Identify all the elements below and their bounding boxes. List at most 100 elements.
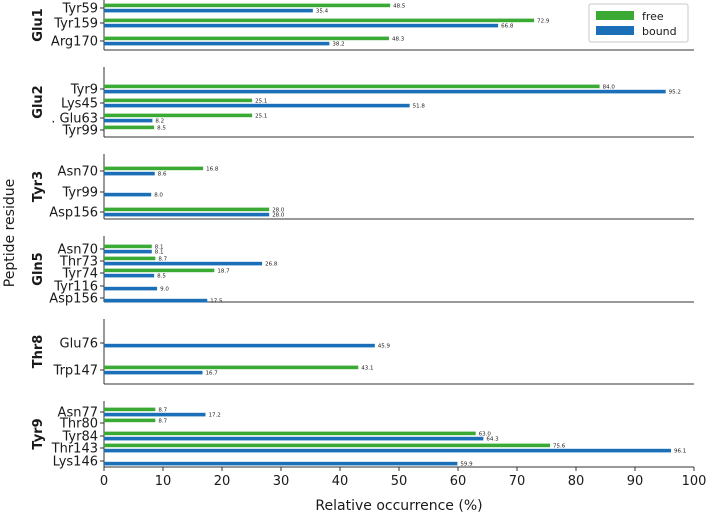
bar-free: [104, 407, 156, 412]
residue-label: Tyr84: [62, 430, 99, 445]
x-tick-label: 40: [332, 474, 349, 489]
bar-bound: [104, 249, 152, 254]
x-tick-label: 100: [682, 474, 707, 489]
residue-label: Tyr159: [53, 17, 98, 32]
data-label-bound: 28.0: [272, 213, 285, 219]
data-label-free: 18.7: [217, 268, 230, 274]
plot-area: Glu1 Tyr59 48.5 35.4 Tyr159 72.9 66.8 Arg170 48.…: [31, 0, 706, 489]
group-tyr9: Tyr9 Asn77 8.7 17.2 Thr80 8.7 Tyr84 63.064.3 Thr…: [31, 401, 694, 470]
data-label-free: 84.0: [603, 84, 616, 90]
group-label: Glu2: [31, 85, 46, 118]
x-tick-label: 20: [214, 474, 231, 489]
residue-label: Tyr9: [70, 83, 98, 98]
bar-bound: [104, 41, 330, 46]
bar-free: [104, 113, 253, 118]
data-label-free: 16.8: [206, 166, 219, 172]
legend-label-free: free: [642, 10, 664, 23]
bar-free: [104, 84, 600, 89]
x-tick-label: 70: [509, 474, 526, 489]
bar-bound: [104, 286, 158, 291]
legend: free bound: [588, 3, 689, 43]
group-label: Thr8: [31, 335, 46, 369]
data-label-bound: 96.1: [674, 449, 686, 455]
residue-label: Asn77: [58, 406, 98, 421]
data-label-bound: 59.9: [460, 462, 473, 468]
x-tick-label: 50: [391, 474, 408, 489]
data-label-free: 63.0: [479, 431, 492, 437]
data-label-bound: 95.2: [669, 90, 681, 96]
data-label-bound: 26.8: [265, 262, 278, 268]
data-label-bound: 17.2: [208, 413, 220, 419]
data-label-bound: 64.3: [486, 437, 499, 443]
group-tyr3: Tyr3 Asn70 16.8 8.6 Tyr99 8.0 Asp156 28.028.0: [31, 154, 694, 221]
bar-bound: [104, 261, 263, 266]
bar-bound: [104, 370, 203, 375]
y-axis-label: Peptide residue: [2, 179, 18, 287]
residue-label: Asp156: [49, 292, 98, 307]
bar-bound: [104, 343, 375, 348]
data-label-bound: 8.6: [158, 172, 167, 178]
x-tick-label: 0: [100, 474, 108, 489]
residue-label: Thr143: [51, 442, 98, 457]
data-label-free: 8.7: [158, 418, 167, 424]
residue-label: Tyr59: [62, 2, 99, 17]
bar-bound: [104, 461, 458, 466]
bar-bound: [104, 192, 152, 197]
data-label-free: 28.0: [272, 207, 285, 213]
legend-swatch-free: [596, 11, 634, 20]
residue-label: Asp156: [49, 206, 98, 221]
x-tick-label: 80: [568, 474, 585, 489]
group-label: Tyr9: [31, 418, 46, 449]
data-label-free: 8.7: [158, 407, 167, 413]
data-label-free: 75.6: [553, 443, 566, 449]
group-gln5: Gln5 Asn70 8.18.1 Thr73 8.7 26.8 Tyr74 18.7 8.5 T…: [31, 236, 694, 307]
bar-free: [104, 166, 204, 171]
residue-label: Asn70: [58, 165, 98, 180]
x-axis-label: Relative occurrence (%): [315, 498, 482, 514]
data-label-bound: 8.1: [155, 250, 164, 256]
data-label-bound: 51.8: [413, 104, 426, 110]
bar-bound: [104, 118, 153, 123]
bar-bound: [104, 273, 155, 278]
group-glu2: Glu2 Tyr9 84.0 95.2 Lys45 25.1 51.8 . Glu63 25.1…: [31, 67, 694, 139]
residue-label: Lys45: [61, 97, 98, 112]
data-label-free: 43.1: [361, 365, 373, 371]
group-label: Glu1: [31, 8, 46, 41]
data-label-free: 72.9: [537, 18, 550, 24]
bar-bound: [104, 23, 499, 28]
bar-free: [104, 365, 359, 370]
x-tick-label: 60: [450, 474, 467, 489]
bar-free: [104, 125, 155, 130]
data-label-bound: 8.0: [154, 193, 163, 199]
bar-free: [104, 18, 535, 23]
data-label-free: 8.7: [158, 256, 167, 262]
bar-bound: [104, 8, 313, 13]
bar-bound: [104, 436, 484, 441]
residue-label: Thr73: [59, 255, 98, 270]
data-label-bound: 8.5: [157, 274, 166, 280]
bar-bound: [104, 212, 270, 217]
x-tick-label: 10: [155, 474, 172, 489]
data-label-bound: 35.4: [316, 9, 329, 15]
residue-label: Asn70: [58, 243, 98, 258]
data-label-free: 8.1: [155, 244, 164, 250]
data-label-free: 48.5: [393, 3, 406, 9]
data-label-free: 48.3: [392, 36, 405, 42]
residue-label: Tyr74: [62, 267, 99, 282]
bar-free: [104, 98, 253, 103]
legend-label-bound: bound: [642, 25, 677, 38]
residue-label: Tyr99: [62, 124, 99, 139]
bar-bound: [104, 448, 671, 453]
data-label-bound: 17.5: [210, 299, 223, 305]
bar-free: [104, 418, 156, 423]
bar-free: [104, 36, 389, 41]
bar-free: [104, 256, 156, 261]
residue-label: Tyr116: [53, 280, 98, 295]
bar-free: [104, 3, 391, 8]
data-label-free: 25.1: [255, 113, 267, 119]
data-label-bound: 45.9: [378, 344, 391, 350]
data-label-bound: 38.2: [332, 42, 344, 48]
bar-free: [104, 207, 270, 212]
bar-free: [104, 443, 551, 448]
